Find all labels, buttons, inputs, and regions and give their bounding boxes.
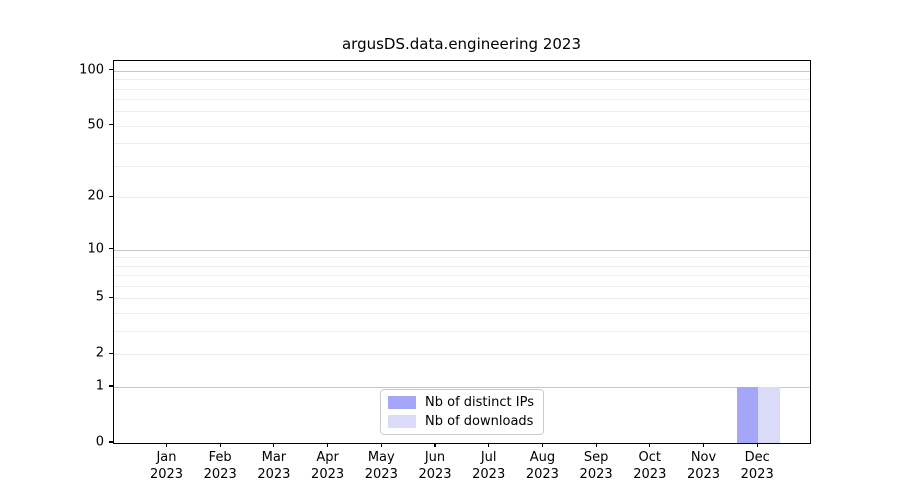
y-axis: 0 1 2 5 10 20 50 100 (0, 60, 113, 450)
x-tick-month: Jul (480, 450, 497, 465)
minor-gridline (114, 275, 810, 277)
minor-gridline (114, 265, 810, 267)
x-tick-month: Nov (690, 450, 717, 465)
x-tick-year: 2023 (418, 467, 452, 482)
x-tick-year: 2023 (525, 467, 559, 482)
x-tick-label: Nov 2023 (687, 449, 720, 483)
minor-gridline (114, 197, 810, 199)
y-tick-label: 50 (87, 117, 104, 133)
minor-gridline (114, 286, 810, 288)
minor-gridline (114, 313, 810, 315)
y-tick-label: 100 (79, 62, 104, 78)
x-tick-mark (541, 443, 543, 447)
x-tick-year: 2023 (686, 467, 721, 482)
minor-gridline (114, 88, 810, 90)
minor-gridline (114, 125, 810, 127)
y-tick-mark (109, 441, 113, 443)
minor-gridline (114, 298, 810, 300)
x-tick-label: Jul 2023 (472, 449, 505, 483)
x-tick-label: Dec 2023 (741, 449, 774, 483)
x-tick-label: Oct 2023 (633, 449, 666, 483)
y-tick-mark (109, 352, 113, 354)
x-axis: Jan 2023 Feb 2023 Mar 2023 Apr 2023 May 2023 Jun 20… (113, 443, 810, 493)
x-tick-mark (488, 443, 490, 447)
x-tick-label: May 2023 (365, 449, 398, 483)
x-tick-mark (702, 443, 705, 447)
y-tick-mark (109, 247, 113, 250)
x-tick-year: 2023 (364, 467, 398, 482)
minor-gridline (114, 99, 810, 101)
y-tick-mark (109, 195, 113, 198)
x-tick-mark (756, 443, 758, 447)
y-tick-label: 1 (95, 378, 104, 394)
x-tick-mark (380, 443, 382, 447)
x-tick-month: Sep (583, 450, 609, 465)
x-tick-month: Dec (744, 450, 770, 465)
x-tick-mark (219, 443, 221, 447)
legend-label: Nb of downloads (425, 414, 534, 429)
minor-gridline (114, 143, 810, 145)
x-tick-month: Aug (529, 450, 556, 465)
legend-item: Nb of downloads (388, 414, 534, 429)
x-tick-label: Jun 2023 (418, 449, 451, 483)
x-tick-mark (165, 443, 168, 447)
legend-label: Nb of distinct IPs (425, 395, 534, 410)
major-gridline (114, 387, 810, 389)
x-tick-month: Jun (424, 450, 446, 465)
plot-area: Nb of distinct IPs Nb of downloads (113, 60, 811, 444)
bar-nb-of-downloads (758, 387, 780, 443)
x-tick-month: Jan (156, 450, 177, 465)
chart-title: argusDS.data.engineering 2023 (341, 35, 582, 53)
legend-swatch (388, 415, 417, 428)
major-gridline (114, 249, 810, 251)
minor-gridline (114, 331, 810, 333)
y-tick-mark (109, 385, 113, 387)
x-tick-label: Mar 2023 (257, 449, 290, 483)
x-tick-year: 2023 (633, 467, 667, 482)
y-tick-label: 2 (95, 345, 104, 361)
y-tick-label: 5 (95, 289, 104, 305)
x-tick-month: Apr (316, 450, 339, 465)
legend-swatch (388, 396, 417, 409)
x-tick-mark (649, 443, 651, 447)
x-tick-label: Aug 2023 (526, 449, 559, 483)
legend-item: Nb of distinct IPs (388, 395, 534, 410)
legend: Nb of distinct IPs Nb of downloads (380, 389, 544, 435)
y-tick-mark (109, 124, 113, 126)
x-tick-mark (595, 443, 597, 447)
x-tick-mark (327, 443, 329, 447)
x-tick-label: Feb 2023 (204, 449, 237, 483)
x-tick-year: 2023 (149, 467, 184, 482)
minor-gridline (114, 354, 810, 356)
x-tick-month: Mar (261, 450, 287, 465)
x-tick-mark (434, 443, 436, 447)
y-tick-label: 10 (87, 241, 104, 257)
y-tick-mark (109, 296, 113, 299)
x-tick-month: May (367, 450, 395, 465)
x-tick-year: 2023 (579, 467, 613, 482)
x-tick-label: Sep 2023 (580, 449, 613, 483)
x-tick-year: 2023 (257, 467, 291, 482)
x-tick-label: Apr 2023 (311, 449, 344, 483)
bar-nb-of-distinct-ips (736, 387, 759, 443)
major-gridline (114, 70, 810, 72)
y-tick-mark (109, 69, 113, 71)
x-tick-year: 2023 (311, 467, 345, 482)
x-tick-mark (273, 443, 275, 447)
x-tick-month: Feb (208, 450, 232, 465)
minor-gridline (114, 257, 810, 259)
x-tick-year: 2023 (740, 467, 774, 482)
minor-gridline (114, 111, 810, 113)
y-tick-label: 20 (87, 188, 104, 204)
minor-gridline (114, 79, 810, 81)
x-tick-year: 2023 (472, 467, 506, 482)
minor-gridline (114, 166, 810, 168)
x-tick-label: Jan 2023 (150, 449, 183, 483)
x-tick-month: Oct (638, 450, 662, 465)
y-tick-label: 0 (95, 434, 104, 450)
x-tick-year: 2023 (203, 467, 237, 482)
